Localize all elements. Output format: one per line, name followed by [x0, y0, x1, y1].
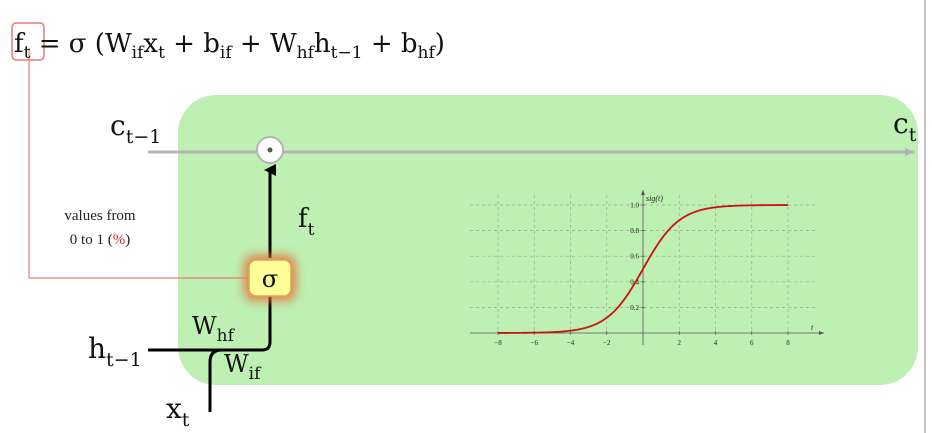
percent-symbol: % [113, 232, 126, 248]
lstm-cell-body [178, 95, 918, 385]
sigmoid-chart: −8 −6 −4 −2 2 4 6 80.20.40.60.81.0 sig(t) t [470, 190, 824, 347]
eq-lhs-sub: t [24, 43, 31, 63]
x-tick-label: 8 [786, 339, 790, 347]
w-hf-label: Whf [192, 312, 236, 346]
y-tick-label: 0.8 [630, 227, 639, 235]
eq-h-sub: t−1 [331, 43, 363, 63]
sigmoid-curve [497, 204, 789, 334]
eq-x-sub: t [158, 43, 165, 63]
chart-xlabel: t [811, 323, 814, 332]
note-line-1: values from [64, 208, 136, 224]
eq-w1-sub: if [132, 43, 145, 63]
x-tick-label: −4 [567, 339, 575, 347]
x-tick-label: −6 [531, 339, 539, 347]
x-tick-label: −8 [494, 339, 502, 347]
x-tick-label: 2 [678, 339, 682, 347]
eq-sigma: = σ (W [30, 29, 131, 59]
eq-x: x [143, 29, 158, 59]
eq-close: ) [435, 29, 445, 59]
multiply-dot-icon [267, 147, 273, 153]
eq-b1: + b [165, 29, 220, 59]
sigma-gate [248, 259, 292, 297]
ft-highlight-box [11, 22, 45, 61]
x-input-path [208, 348, 262, 412]
c-prev-label: ct−1 [110, 109, 161, 148]
ft-label: ft [298, 204, 315, 240]
x-tick-label: −2 [603, 339, 611, 347]
forget-gate-equation: ft = σ (Wifxt + bif + Whfht−1 + bhf) [14, 29, 445, 63]
h-input-path [148, 296, 272, 352]
sigma-symbol: σ [262, 265, 278, 293]
x-input-label: xt [166, 392, 190, 431]
x-axis-arrow-icon [819, 331, 824, 335]
x-tick-label: 6 [750, 339, 754, 347]
eq-b2-sub: hf [418, 43, 437, 63]
y-tick-label: 0.2 [630, 304, 639, 312]
eq-b2: + b [363, 29, 418, 59]
y-axis-arrow-icon [641, 190, 645, 195]
eq-h: h [314, 29, 331, 59]
eq-w2: + W [232, 29, 297, 59]
w-if-label: Wif [224, 350, 262, 384]
c-next-label: ct [893, 107, 917, 146]
note-line-2: 0 to 1 (%) [70, 232, 130, 248]
chart-ylabel: sig(t) [646, 194, 663, 203]
eq-lhs: f [14, 29, 26, 59]
eq-w2-sub: hf [297, 43, 316, 63]
y-tick-label: 1.0 [630, 202, 639, 210]
h-prev-label: ht−1 [88, 332, 142, 371]
x-tick-label: 4 [714, 339, 718, 347]
ft-connector-line [28, 48, 248, 279]
y-tick-label: 0.6 [630, 253, 639, 261]
eq-b1-sub: if [220, 43, 233, 63]
